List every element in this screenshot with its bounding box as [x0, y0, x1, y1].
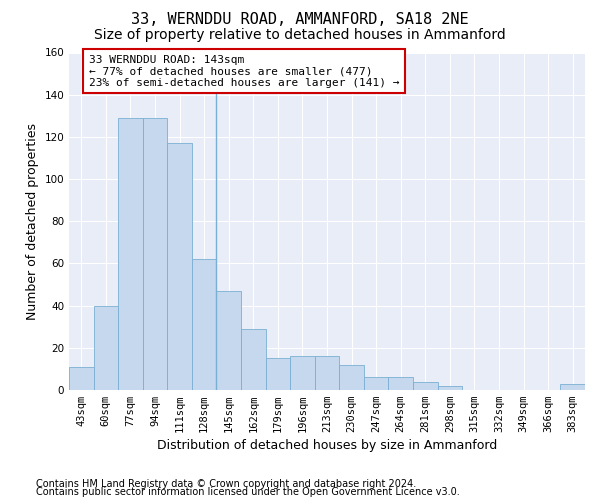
Bar: [217, 291, 241, 390]
Bar: [413, 382, 437, 390]
Text: Size of property relative to detached houses in Ammanford: Size of property relative to detached ho…: [94, 28, 506, 42]
Bar: [315, 356, 339, 390]
Bar: [241, 329, 266, 390]
Bar: [143, 118, 167, 390]
Bar: [290, 356, 315, 390]
Y-axis label: Number of detached properties: Number of detached properties: [26, 122, 39, 320]
Bar: [266, 358, 290, 390]
Bar: [167, 143, 192, 390]
Bar: [94, 306, 118, 390]
Bar: [118, 118, 143, 390]
Bar: [560, 384, 585, 390]
Bar: [437, 386, 462, 390]
Bar: [69, 367, 94, 390]
Text: 33 WERNDDU ROAD: 143sqm
← 77% of detached houses are smaller (477)
23% of semi-d: 33 WERNDDU ROAD: 143sqm ← 77% of detache…: [89, 54, 399, 88]
Bar: [364, 378, 388, 390]
Text: Contains public sector information licensed under the Open Government Licence v3: Contains public sector information licen…: [36, 487, 460, 497]
Bar: [192, 259, 217, 390]
Bar: [339, 364, 364, 390]
Text: 33, WERNDDU ROAD, AMMANFORD, SA18 2NE: 33, WERNDDU ROAD, AMMANFORD, SA18 2NE: [131, 12, 469, 28]
Bar: [388, 378, 413, 390]
X-axis label: Distribution of detached houses by size in Ammanford: Distribution of detached houses by size …: [157, 440, 497, 452]
Text: Contains HM Land Registry data © Crown copyright and database right 2024.: Contains HM Land Registry data © Crown c…: [36, 479, 416, 489]
